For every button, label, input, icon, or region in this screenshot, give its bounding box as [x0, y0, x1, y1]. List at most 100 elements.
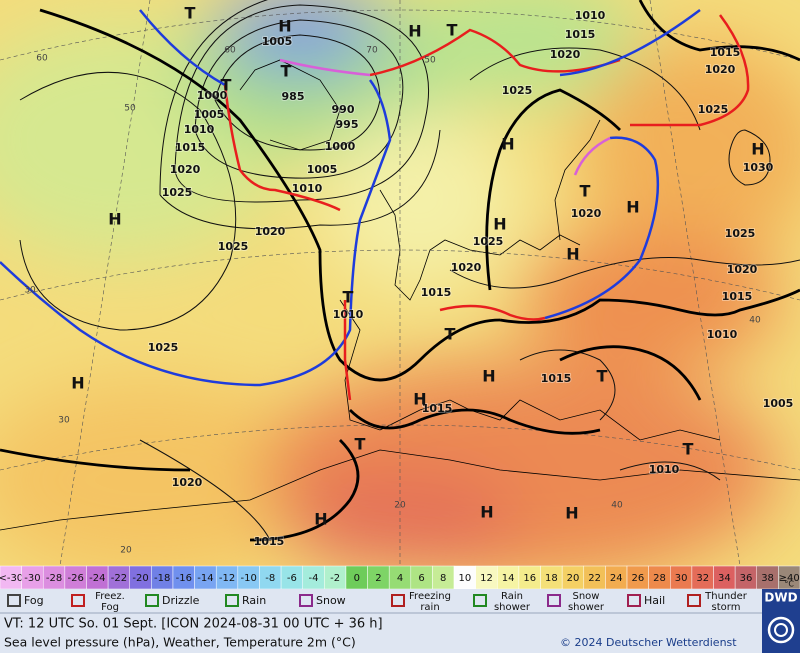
- legend-icon: [547, 594, 561, 607]
- pressure-label: 1020: [172, 476, 203, 489]
- pressure-label: 990: [332, 103, 355, 116]
- pressure-label: 1020: [727, 263, 758, 276]
- scale-label: 24: [610, 573, 623, 584]
- pressure-label: 1015: [175, 141, 206, 154]
- latitude-label: 20: [394, 501, 406, 511]
- pressure-system: H: [751, 140, 764, 159]
- scale-label: -4: [309, 573, 319, 584]
- scale-label: 8: [440, 573, 446, 584]
- pressure-label: 1010: [707, 328, 738, 341]
- graticule: [0, 0, 800, 566]
- legend-icon: [627, 594, 641, 607]
- scale-label: -8: [265, 573, 275, 584]
- scale-label: 38: [761, 573, 774, 584]
- pressure-system: H: [278, 17, 291, 36]
- pressure-system: H: [493, 215, 506, 234]
- pressure-system: T: [447, 21, 458, 40]
- pressure-label: 1025: [502, 84, 533, 97]
- pressure-label: 995: [336, 118, 359, 131]
- logo-text: DWD: [764, 591, 797, 605]
- pressure-system: T: [683, 440, 694, 459]
- pressure-system: H: [108, 210, 121, 229]
- copyright: © 2024 Deutscher Wetterdienst: [560, 636, 737, 649]
- latitude-label: 20: [120, 546, 132, 556]
- pressure-label: 1015: [722, 290, 753, 303]
- scale-label: 2: [375, 573, 381, 584]
- legend-icon: [71, 594, 85, 607]
- scale-label: -30: [24, 573, 40, 584]
- pressure-label: 1010: [292, 182, 323, 195]
- scale-label: 32: [696, 573, 709, 584]
- scale-label: 26: [631, 573, 644, 584]
- pressure-label: 1030: [743, 161, 774, 174]
- cold-front: [559, 8, 701, 77]
- pressure-label: 985: [282, 90, 305, 103]
- latitude-label: 40: [749, 316, 761, 326]
- latitude-label: 50: [424, 56, 436, 66]
- pressure-label: 1005: [763, 397, 794, 410]
- cold-front: [544, 136, 660, 320]
- scale-label: <-30: [0, 573, 23, 584]
- pressure-label: 1020: [571, 207, 602, 220]
- pressure-system: T: [281, 62, 292, 81]
- legend-label: Snow: [316, 594, 346, 607]
- pressure-label: 1020: [170, 163, 201, 176]
- legend-label: Snow shower: [568, 591, 605, 613]
- legend-label: Freezing rain: [409, 591, 451, 613]
- scale-label: -12: [219, 573, 235, 584]
- pressure-label: 1015: [565, 28, 596, 41]
- legend-label: Hail: [644, 594, 665, 607]
- legend-label: Drizzle: [162, 594, 200, 607]
- logo-swirl: [774, 623, 788, 637]
- pressure-system: T: [221, 76, 232, 95]
- pressure-label: 1005: [262, 35, 293, 48]
- scale-label: 6: [418, 573, 424, 584]
- map-area: 1005 985 990 995 1000 1005 1010 1015 1020 1025 102…: [0, 0, 800, 566]
- scale-label: 20: [567, 573, 580, 584]
- scale-label: 30: [675, 573, 688, 584]
- cold-front: [139, 9, 226, 87]
- pressure-system: H: [501, 135, 514, 154]
- warm-front: [630, 14, 750, 127]
- scale-label: -24: [89, 573, 105, 584]
- scale-label: -28: [46, 573, 62, 584]
- pressure-label: 1015: [422, 402, 453, 415]
- pressure-label: 1020: [255, 225, 286, 238]
- scale-label: 10: [458, 573, 471, 584]
- scale-label: -14: [197, 573, 213, 584]
- warm-front: [369, 28, 621, 77]
- pressure-label: 1025: [148, 341, 179, 354]
- scale-label: -10: [240, 573, 256, 584]
- pressure-label: 1010: [184, 123, 215, 136]
- pressure-label: 1025: [725, 227, 756, 240]
- scale-label: 34: [718, 573, 731, 584]
- pressure-system: T: [580, 182, 591, 201]
- pressure-system: T: [355, 435, 366, 454]
- pressure-system: H: [408, 22, 421, 41]
- pressure-label: 1025: [473, 235, 504, 248]
- pressure-label: 1010: [333, 308, 364, 321]
- latitude-label: 30: [24, 286, 36, 296]
- pressure-label: 1020: [550, 48, 581, 61]
- legend-label: Rain shower: [494, 591, 531, 613]
- scale-label: 22: [588, 573, 601, 584]
- pressure-label: 1025: [698, 103, 729, 116]
- warm-front: [223, 84, 341, 212]
- isobars: [19, 0, 800, 541]
- temperature-field: [0, 0, 800, 566]
- pressure-system: H: [480, 503, 493, 522]
- pressure-system: H: [482, 367, 495, 386]
- scale-label: 4: [397, 573, 403, 584]
- scale-label: -16: [176, 573, 192, 584]
- latitude-label: 60: [36, 54, 48, 64]
- fronts: [0, 8, 750, 401]
- pressure-label: 1010: [649, 463, 680, 476]
- legend-label: Freez. Fog: [95, 591, 125, 613]
- scale-label: 14: [502, 573, 515, 584]
- coastlines: [0, 59, 800, 531]
- latitude-label: 50: [124, 104, 136, 114]
- pressure-label: 1025: [162, 186, 193, 199]
- warm-front: [343, 300, 352, 401]
- weather-legend: Fog Freez. Fog Drizzle Rain Snow Freezing rain R…: [7, 591, 748, 613]
